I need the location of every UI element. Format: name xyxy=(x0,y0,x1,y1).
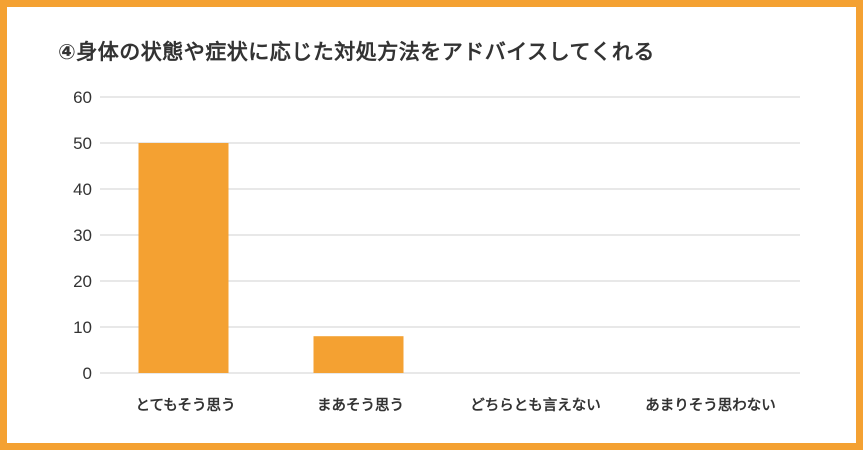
y-tick-label: 60 xyxy=(73,88,92,107)
chart-title: ④身体の状態や症状に応じた対処方法をアドバイスしてくれる xyxy=(58,40,655,64)
y-tick-label: 30 xyxy=(73,226,92,245)
x-category-label: あまりそう思わない xyxy=(645,397,776,414)
x-category-label: とてもそう思う xyxy=(135,397,235,414)
y-tick-label: 0 xyxy=(83,364,92,383)
bar xyxy=(313,336,404,373)
x-category-label: まあそう思う xyxy=(317,397,404,414)
y-tick-label: 40 xyxy=(73,180,92,199)
bar xyxy=(138,143,229,373)
y-tick-label: 20 xyxy=(73,272,92,291)
y-tick-label: 50 xyxy=(73,134,92,153)
y-tick-label: 10 xyxy=(73,318,92,337)
x-category-label: どちらとも言えない xyxy=(470,396,601,414)
